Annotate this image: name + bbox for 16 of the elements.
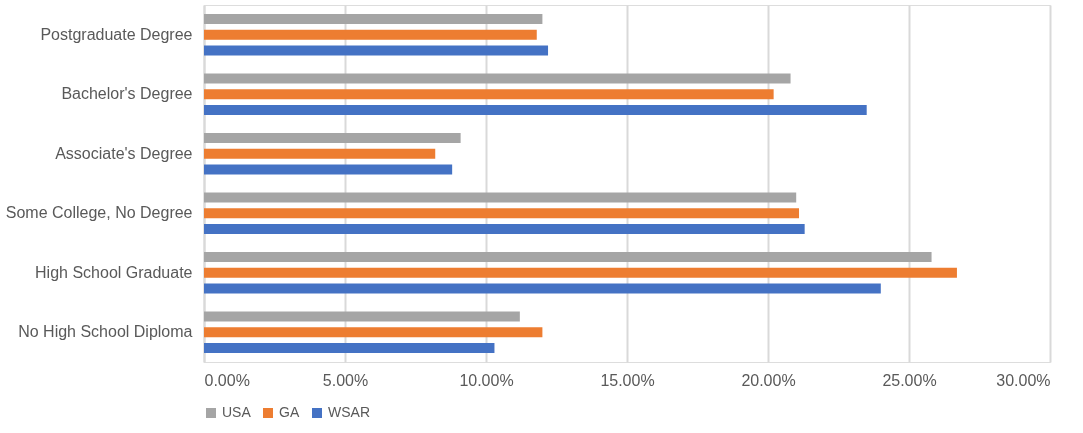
y-tick-label: No High School Diploma <box>18 323 193 341</box>
y-tick-label: Postgraduate Degree <box>40 25 193 43</box>
y-tick-label: Associate's Degree <box>55 144 193 162</box>
legend-label: USA <box>222 404 252 420</box>
x-tick-label: 25.00% <box>882 371 937 389</box>
x-tick-label: 0.00% <box>204 371 250 389</box>
x-tick-label: 10.00% <box>459 371 514 389</box>
x-tick-label: 30.00% <box>996 371 1051 389</box>
legend-label: GA <box>279 404 300 420</box>
x-tick-label: 20.00% <box>741 371 796 389</box>
y-tick-label: Bachelor's Degree <box>61 85 193 103</box>
x-tick-label: 5.00% <box>322 371 369 389</box>
x-tick-label: 15.00% <box>600 371 655 389</box>
y-tick-label: Some College, No Degree <box>5 204 193 222</box>
y-tick-label: High School Graduate <box>35 263 193 281</box>
legend-label: WSAR <box>328 404 370 420</box>
